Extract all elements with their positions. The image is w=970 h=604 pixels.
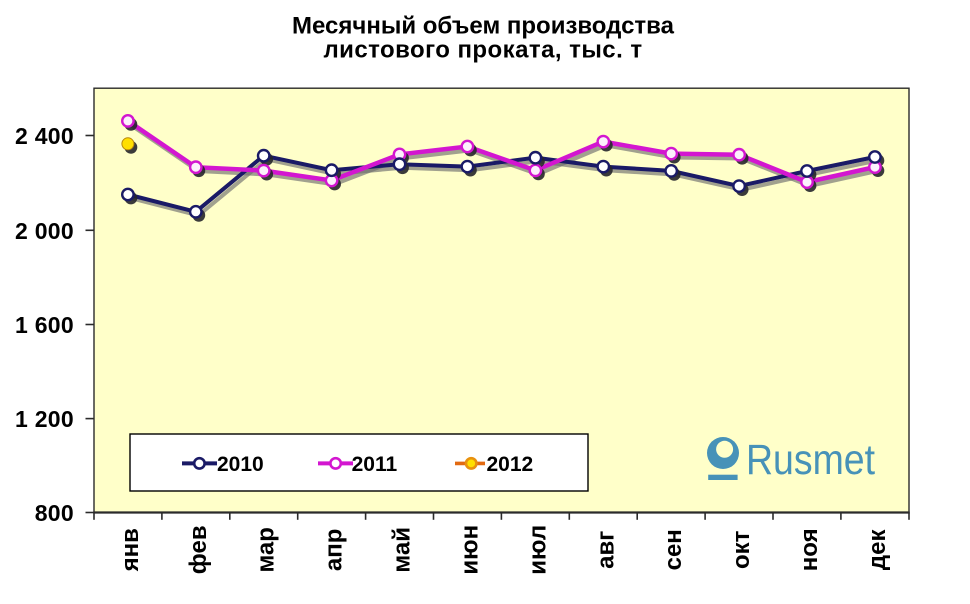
svg-text:фев: фев — [185, 525, 212, 574]
svg-text:800: 800 — [35, 500, 74, 526]
svg-text:сен: сен — [660, 529, 687, 570]
svg-text:май: май — [389, 527, 416, 573]
svg-text:2011: 2011 — [352, 453, 398, 476]
svg-text:листового проката, тыс. т: листового проката, тыс. т — [323, 36, 642, 63]
svg-text:янв: янв — [117, 528, 144, 572]
svg-text:апр: апр — [321, 529, 348, 572]
svg-text:окт: окт — [728, 530, 755, 569]
svg-text:июн: июн — [456, 525, 483, 575]
svg-text:2012: 2012 — [487, 453, 534, 476]
svg-text:Rusmet: Rusmet — [746, 437, 875, 484]
svg-text:2010: 2010 — [217, 453, 264, 476]
svg-text:2 400: 2 400 — [15, 123, 74, 149]
svg-text:1 600: 1 600 — [15, 312, 74, 338]
svg-text:1 200: 1 200 — [15, 406, 74, 432]
svg-text:Месячный объем производства: Месячный объем производства — [292, 12, 675, 39]
svg-text:июл: июл — [524, 525, 551, 575]
svg-text:2 000: 2 000 — [15, 218, 74, 244]
svg-text:ноя: ноя — [796, 528, 823, 571]
svg-text:дек: дек — [864, 529, 891, 571]
svg-text:авг: авг — [592, 531, 619, 569]
svg-text:мар: мар — [253, 527, 280, 572]
